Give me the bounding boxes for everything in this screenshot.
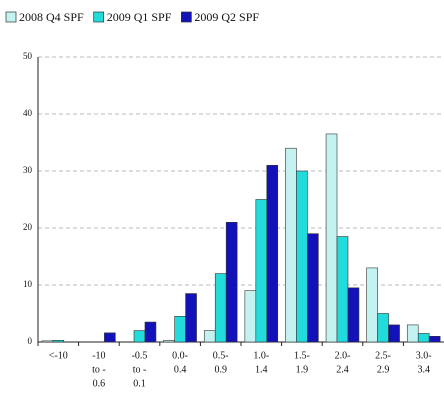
x-tick-label: 0.5-: [213, 350, 229, 361]
x-tick-label: 2.9: [377, 364, 390, 375]
x-tick-label: 2.5-: [375, 350, 391, 361]
bar: [225, 222, 238, 343]
bar: [203, 330, 216, 343]
x-tick-label: 2.4: [336, 364, 349, 375]
x-tick-label: 3.4: [417, 364, 430, 375]
bar: [52, 339, 65, 343]
y-tick-label: 40: [23, 108, 33, 118]
bar: [133, 330, 146, 343]
bar: [336, 236, 349, 343]
x-tick-label: 1.5-: [294, 350, 310, 361]
x-tick-label: 3.0-: [416, 350, 432, 361]
bar: [285, 147, 297, 343]
bar: [144, 321, 157, 343]
x-tick-label: 2.0-: [335, 350, 351, 361]
x-tick-label: to -: [133, 364, 147, 375]
legend-label: 2009 Q2 SPF: [194, 10, 259, 24]
x-tick-label: 1.0-: [253, 350, 269, 361]
bar: [163, 339, 175, 343]
x-tick-label: 0.4: [174, 364, 187, 375]
x-tick-label: 0.6: [93, 378, 106, 389]
y-tick-label: 20: [23, 222, 33, 232]
legend-label: 2009 Q1 SPF: [107, 10, 172, 24]
bar: [406, 324, 419, 343]
bar: [185, 293, 197, 343]
y-tick-label: 50: [23, 51, 33, 61]
bar: [266, 165, 279, 343]
x-tick-label: to -: [92, 364, 106, 375]
bar: [347, 287, 360, 343]
bar: [377, 313, 389, 343]
x-tick-label: -10: [92, 350, 105, 361]
legend-swatch: [93, 11, 105, 23]
bar: [417, 333, 430, 343]
legend-swatch: [181, 11, 192, 23]
bar: [174, 316, 186, 343]
y-tick-label: 30: [23, 165, 33, 175]
legend-label: 2008 Q4 SPF: [19, 10, 84, 24]
y-tick-label: 10: [23, 279, 33, 289]
x-tick-label: 0.0-: [172, 350, 188, 361]
bar: [307, 233, 319, 343]
x-tick-label: 0.1: [133, 378, 146, 389]
x-tick-label: 0.9: [214, 364, 227, 375]
bar: [325, 133, 338, 343]
bar: [41, 340, 54, 343]
bar: [296, 170, 308, 343]
bar: [214, 273, 227, 343]
x-tick-label: <-10: [49, 350, 68, 361]
bar: [428, 335, 441, 343]
x-tick-label: 1.9: [296, 364, 309, 375]
bar: [366, 267, 378, 343]
y-tick-label: 0: [28, 336, 33, 346]
bar: [104, 332, 116, 343]
legend-swatch: [5, 11, 17, 23]
x-tick-label: -0.5: [132, 350, 148, 361]
bar: [255, 199, 268, 343]
x-tick-label: 1.4: [255, 364, 268, 375]
bar: [388, 324, 400, 343]
bar: [244, 290, 257, 343]
